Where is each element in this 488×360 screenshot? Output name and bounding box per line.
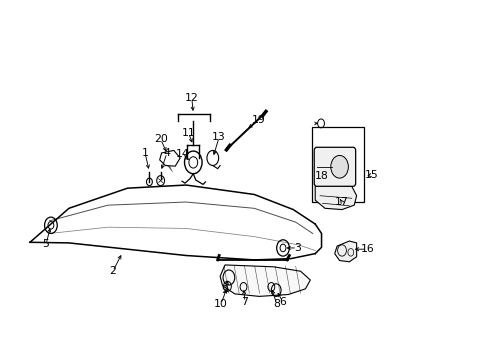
Text: 16: 16 — [360, 244, 373, 254]
Circle shape — [330, 156, 347, 178]
Polygon shape — [220, 265, 310, 296]
Text: 18: 18 — [314, 171, 328, 181]
Bar — [311, 126, 364, 202]
Text: 6: 6 — [279, 297, 286, 307]
Text: 8: 8 — [273, 299, 280, 309]
Text: 20: 20 — [153, 134, 167, 144]
Text: 12: 12 — [184, 93, 198, 103]
Text: 13: 13 — [212, 132, 225, 142]
Text: 7: 7 — [241, 297, 248, 307]
Text: 9: 9 — [221, 285, 228, 295]
Polygon shape — [159, 150, 180, 166]
Text: 5: 5 — [42, 239, 49, 249]
Text: 4: 4 — [163, 148, 170, 158]
Text: 2: 2 — [109, 266, 116, 276]
Polygon shape — [334, 241, 356, 262]
Polygon shape — [315, 184, 356, 210]
Text: 14: 14 — [175, 149, 189, 158]
Text: 17: 17 — [334, 197, 348, 207]
FancyBboxPatch shape — [314, 147, 355, 186]
Text: 10: 10 — [214, 299, 227, 309]
Text: 19: 19 — [252, 115, 265, 125]
Text: 3: 3 — [293, 243, 300, 253]
Text: 11: 11 — [181, 128, 195, 138]
Text: 1: 1 — [142, 148, 148, 158]
Text: 15: 15 — [364, 170, 377, 180]
